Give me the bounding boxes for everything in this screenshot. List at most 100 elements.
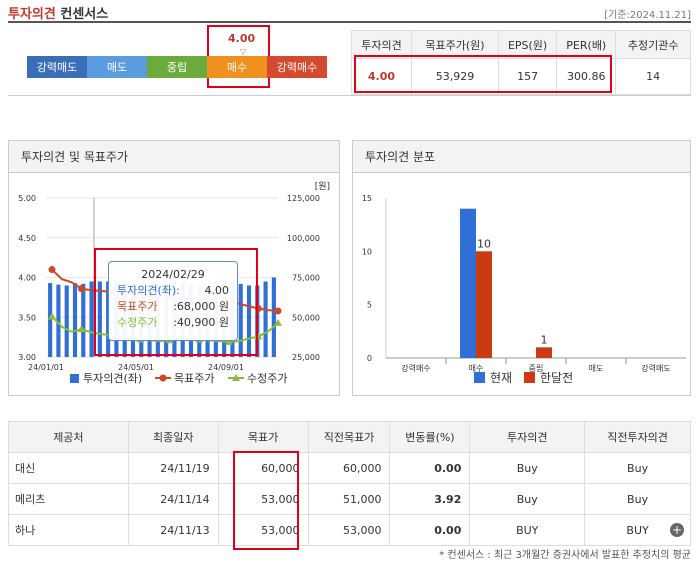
- legend-swatch: [159, 374, 167, 382]
- y-left-tick-label: 4.00: [18, 274, 36, 283]
- opinion-segment-strong-buy: 강력매수: [267, 56, 327, 78]
- opinion-segment-buy: 매수: [207, 56, 267, 78]
- provider-name: 메리츠: [8, 483, 129, 515]
- tooltip-value: :68,000 원: [173, 300, 229, 313]
- table-row[interactable]: 대신 24/11/19 60,000 60,000 0.00 Buy Buy: [8, 452, 691, 484]
- target-price: 60,000: [217, 452, 309, 484]
- consensus-table: 투자의견 목표주가(원) EPS(원) PER(배) 추정기관수 4.00 53…: [351, 30, 691, 95]
- consensus-per: 300.86: [556, 58, 617, 95]
- legend-swatch: [232, 374, 240, 381]
- target-price-point: [77, 285, 85, 293]
- table-row[interactable]: 하나 24/11/13 53,000 53,000 0.00 BUY BUY +: [8, 514, 691, 546]
- section-divider: [8, 95, 691, 96]
- opinion-bar: [97, 281, 102, 357]
- target-price: 53,000: [217, 514, 309, 546]
- footnote: * 컨센서스 : 최근 3개월간 증권사에서 발표한 추정치의 평균: [439, 550, 691, 561]
- last-date: 24/11/19: [127, 452, 219, 484]
- y-left-tick-label: 3.50: [18, 313, 36, 322]
- opinion: Buy: [469, 452, 586, 484]
- page-title: 투자의견 컨센서스: [8, 7, 109, 22]
- adjusted-price-point: [224, 337, 233, 345]
- table-row[interactable]: 메리츠 24/11/14 53,000 51,000 3.92 Buy Buy: [8, 483, 691, 515]
- adjusted-price-point: [48, 312, 56, 320]
- y-tick-label: 10: [362, 247, 372, 256]
- tooltip-value: :40,900 원: [173, 316, 229, 329]
- consensus-analyst-count: 14: [615, 58, 691, 95]
- opinion-scale-bar: 강력매도 매도 중립 매수 강력매수: [27, 56, 327, 78]
- opinion-bar: [89, 281, 94, 357]
- opinion-bar: [48, 283, 53, 357]
- prev-target-price: 60,000: [307, 452, 391, 484]
- provider-header: 직전목표가: [307, 421, 391, 453]
- opinion-bar: [246, 285, 252, 357]
- provider-header: 투자의견: [469, 421, 586, 453]
- y-right-tick-label: 100,000: [287, 234, 320, 243]
- opinion-bar: [271, 277, 276, 357]
- consensus-header: 추정기관수: [615, 30, 691, 59]
- panel-title: 투자의견 분포: [353, 141, 690, 173]
- y-tick-label: 0: [367, 354, 372, 363]
- opinion-bar: [238, 283, 243, 357]
- y-tick-label: 15: [362, 194, 372, 203]
- y-left-tick-label: 5.00: [18, 194, 36, 203]
- x-tick-label: 중립: [529, 364, 544, 373]
- tooltip-highlight: [94, 248, 258, 356]
- legend-label: 수정주가: [247, 372, 287, 385]
- change-rate: 0.00: [389, 514, 471, 546]
- opinion-segment-strong-sell: 강력매도: [27, 56, 87, 78]
- target-price-highlight: [233, 451, 299, 550]
- provider-header: 변동률(%): [389, 421, 471, 453]
- opinion-segment-hold: 중립: [147, 56, 207, 78]
- consensus-row: 4.00 53,929 157 300.86 14: [351, 58, 691, 95]
- target-price: 53,000: [217, 483, 309, 515]
- prev-opinion: Buy: [584, 452, 691, 484]
- prev-target-price: 51,000: [307, 483, 391, 515]
- legend-label: 현재: [490, 371, 512, 385]
- change-rate: 3.92: [389, 483, 471, 515]
- last-date: 24/11/14: [127, 483, 219, 515]
- legend-label: 한달전: [540, 371, 573, 385]
- provider-header: 제공처: [8, 421, 129, 453]
- provider-header: 직전투자의견: [584, 421, 691, 453]
- tooltip-label: 수정주가: [117, 316, 158, 329]
- prev-opinion: BUY: [626, 523, 649, 537]
- y-left-tick-label: 4.50: [18, 234, 36, 243]
- y-tick-label: 5: [367, 301, 372, 310]
- consensus-header: PER(배): [556, 30, 617, 59]
- opinion-bar: [64, 285, 69, 357]
- bar-data-label: 10: [477, 237, 491, 250]
- consensus-target-price: 53,929: [410, 58, 499, 95]
- opinion-pointer-icon: ▽: [240, 47, 247, 56]
- provider-name: 하나: [8, 514, 129, 546]
- expand-plus-icon[interactable]: +: [670, 523, 684, 537]
- header-divider: [8, 21, 691, 23]
- legend-swatch: [474, 372, 485, 383]
- opinion-distribution-panel: 투자의견 분포: [352, 140, 691, 396]
- opinion: BUY: [469, 514, 586, 546]
- legend-swatch: [524, 372, 535, 383]
- opinion-bar: [263, 281, 268, 357]
- consensus-eps: 157: [497, 58, 558, 95]
- target-price-point: [274, 307, 282, 315]
- tooltip-date: 2024/02/29: [141, 268, 205, 281]
- month-ago-count-bar: [536, 347, 552, 358]
- prev-opinion: Buy: [584, 483, 691, 515]
- provider-header: 최종일자: [127, 421, 219, 453]
- month-ago-count-bar: [476, 251, 492, 358]
- x-tick-label: 24/09/01: [208, 363, 244, 372]
- opinion-bar: [72, 283, 78, 357]
- tooltip-label: 목표주가: [117, 300, 158, 313]
- x-tick-label: 24/01/01: [28, 363, 64, 372]
- y-right-tick-label: 25,000: [292, 353, 320, 362]
- prev-target-price: 53,000: [307, 514, 391, 546]
- prev-opinion-cell: BUY +: [584, 514, 691, 546]
- legend-label: 목표주가: [174, 372, 214, 385]
- tooltip-label: 투자의견(좌):: [117, 284, 180, 297]
- y-right-tick-label: 125,000: [287, 194, 320, 203]
- unit-label: [원]: [315, 181, 330, 192]
- consensus-highlight: [354, 55, 612, 93]
- opinion-segment-sell: 매도: [87, 56, 147, 78]
- x-tick-label: 강력매수: [401, 363, 430, 373]
- current-opinion-value: 4.00: [228, 32, 256, 45]
